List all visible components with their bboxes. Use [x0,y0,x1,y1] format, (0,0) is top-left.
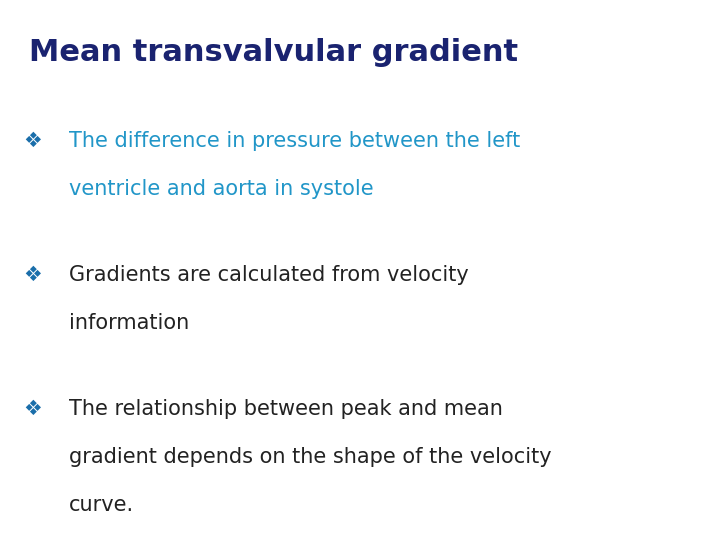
Text: Gradients are calculated from velocity: Gradients are calculated from velocity [69,265,469,285]
Text: ❖: ❖ [23,265,42,285]
Text: ❖: ❖ [23,399,42,419]
Text: The relationship between peak and mean: The relationship between peak and mean [69,399,503,419]
Text: Mean transvalvular gradient: Mean transvalvular gradient [29,38,518,67]
Text: The difference in pressure between the left: The difference in pressure between the l… [69,131,521,151]
Text: gradient depends on the shape of the velocity: gradient depends on the shape of the vel… [69,447,552,467]
Text: information: information [69,313,189,333]
Text: curve.: curve. [69,495,134,515]
Text: ❖: ❖ [23,131,42,151]
Text: ventricle and aorta in systole: ventricle and aorta in systole [69,179,373,199]
